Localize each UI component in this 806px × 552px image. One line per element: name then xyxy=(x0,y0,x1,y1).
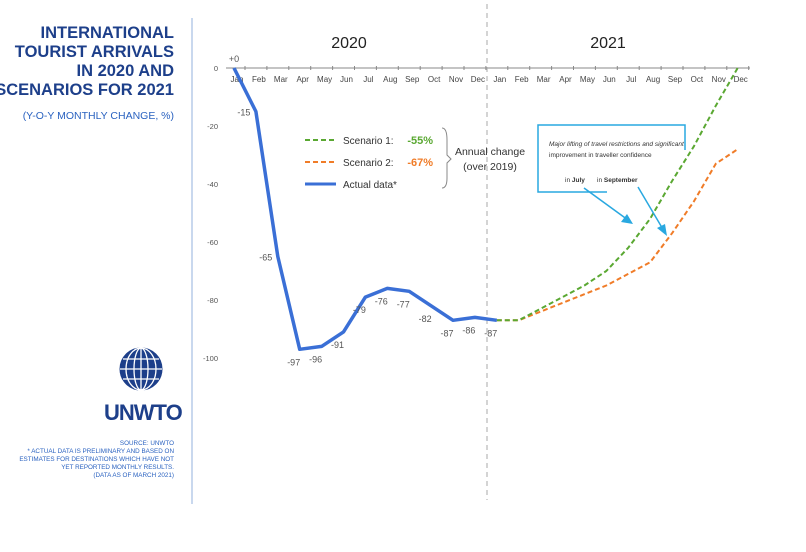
x-tick-label: Aug xyxy=(383,75,397,84)
x-tick-label: Nov xyxy=(712,75,726,84)
legend-label-scenario1: Scenario 1: xyxy=(343,136,394,147)
note-line: (DATA AS OF MARCH 2021) xyxy=(93,472,174,479)
source-text: SOURCE: UNWTO xyxy=(119,440,174,447)
annotation-text: Major lifting of travel restrictions and… xyxy=(549,141,685,148)
data-label: -77 xyxy=(397,299,410,309)
data-label: +0 xyxy=(229,54,239,64)
logo-text: UNWTO xyxy=(104,400,183,425)
y-tick-label: -20 xyxy=(207,122,218,131)
arrowhead-icon xyxy=(621,214,633,224)
series-line-scenario1 xyxy=(496,67,739,322)
globe-icon xyxy=(119,347,163,391)
x-tick-label: Nov xyxy=(449,75,463,84)
y-tick-label: -60 xyxy=(207,238,218,247)
divider xyxy=(191,18,193,504)
x-tick-label: Apr xyxy=(559,75,572,84)
annotation-july: in July xyxy=(565,177,585,184)
x-tick-label: May xyxy=(317,75,332,84)
annotation-box xyxy=(537,124,686,193)
data-label: -86 xyxy=(462,325,475,335)
x-tick-label: Feb xyxy=(515,75,529,84)
legend-label-scenario2: Scenario 2: xyxy=(343,158,394,169)
x-tick-label: Feb xyxy=(252,75,266,84)
x-tick-label: Mar xyxy=(274,75,288,84)
note-line: * ACTUAL DATA IS PRELIMINARY AND BASED O… xyxy=(27,448,174,455)
page-title: INTERNATIONAL TOURIST ARRIVALS IN 2020 A… xyxy=(0,24,174,99)
source-notes: SOURCE: UNWTO * ACTUAL DATA IS PRELIMINA… xyxy=(0,440,174,480)
data-label: -87 xyxy=(440,328,453,338)
x-tick-label: Dec xyxy=(471,75,485,84)
legend-label-actual: Actual data* xyxy=(343,180,397,191)
x-tick-label: Sep xyxy=(668,75,683,84)
annotation-text: improvement in traveller confidence xyxy=(549,152,652,159)
annual-change-scenario1: -55% xyxy=(407,135,433,147)
data-label: -97 xyxy=(287,357,300,367)
x-tick-label: Oct xyxy=(428,75,441,84)
x-tick-label: Jul xyxy=(363,75,373,84)
subtitle: (Y-O-Y MONTHLY CHANGE, %) xyxy=(22,110,174,122)
x-tick-label: Jun xyxy=(603,75,616,84)
x-tick-label: Sep xyxy=(405,75,420,84)
annual-change-sub: (over 2019) xyxy=(463,161,517,173)
data-label: -15 xyxy=(237,108,250,118)
x-tick-label: Jun xyxy=(340,75,353,84)
x-tick-label: Apr xyxy=(296,75,309,84)
y-tick-label: -80 xyxy=(207,296,218,305)
data-label: -82 xyxy=(419,314,432,324)
x-tick-label: Jan xyxy=(493,75,506,84)
annotation-september: in September xyxy=(597,177,638,184)
x-tick-label: May xyxy=(580,75,595,84)
y-tick-label: -40 xyxy=(207,180,218,189)
note-line: ESTIMATES FOR DESTINATIONS WHICH HAVE NO… xyxy=(19,456,174,463)
arrow-july xyxy=(583,187,629,221)
data-label: -91 xyxy=(331,340,344,350)
left-panel: INTERNATIONAL TOURIST ARRIVALS IN 2020 A… xyxy=(0,0,186,552)
data-label: -79 xyxy=(353,305,366,315)
x-tick-label: Mar xyxy=(537,75,551,84)
x-tick-label: Aug xyxy=(646,75,660,84)
x-tick-label: Oct xyxy=(691,75,704,84)
y-tick-label: -100 xyxy=(203,354,218,363)
arrow-september xyxy=(637,186,665,232)
annual-change-label: Annual change xyxy=(455,146,525,158)
data-label: -87 xyxy=(484,328,497,338)
year-label-2020: 2020 xyxy=(331,35,367,52)
data-label: -65 xyxy=(259,253,272,263)
data-label: -76 xyxy=(375,296,388,306)
series-line-scenario2 xyxy=(496,148,739,322)
legend-bracket xyxy=(441,127,452,189)
arrowhead-icon xyxy=(657,224,667,236)
data-label: -96 xyxy=(309,354,322,364)
x-tick-label: Jan xyxy=(231,75,244,84)
annual-change-scenario2: -67% xyxy=(407,157,433,169)
unwto-logo: UNWTO xyxy=(104,345,183,426)
x-tick-label: Dec xyxy=(734,75,748,84)
year-label-2021: 2021 xyxy=(590,35,626,52)
x-tick-label: Jul xyxy=(626,75,636,84)
y-tick-label: 0 xyxy=(214,64,218,73)
note-line: YET REPORTED MONTHLY RESULTS. xyxy=(61,464,174,471)
